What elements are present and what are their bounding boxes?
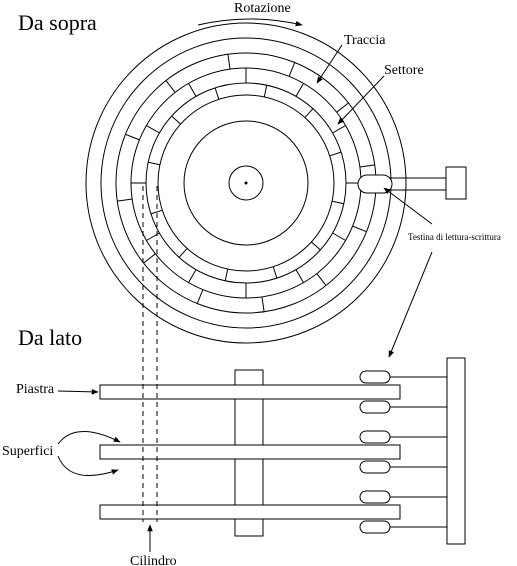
sector-tick xyxy=(171,115,181,125)
spindle-hub xyxy=(228,165,264,201)
sector-tick xyxy=(311,241,321,251)
side-view xyxy=(57,186,466,552)
sector-tick xyxy=(332,125,346,134)
read-write-head-side xyxy=(359,460,391,474)
actuator-post xyxy=(446,357,466,545)
track-ring-6 xyxy=(157,94,335,272)
sector-pointer xyxy=(337,75,385,125)
sector-tick xyxy=(336,102,349,113)
label-track: Traccia xyxy=(344,33,386,48)
platter-pointer xyxy=(57,389,99,395)
sector-tick xyxy=(188,83,197,97)
sector-tick xyxy=(165,80,176,93)
head-arms-side xyxy=(359,370,447,534)
sector-tick xyxy=(288,62,296,77)
label-cylinder: Cilindro xyxy=(130,554,177,566)
arm-pivot-top xyxy=(445,166,467,200)
read-write-head-side xyxy=(359,490,391,504)
sector-tick xyxy=(227,54,231,70)
label-sector: Settore xyxy=(384,63,424,78)
sector-tick xyxy=(316,273,327,286)
read-write-head-side xyxy=(359,430,391,444)
surface-arrow-lower xyxy=(57,455,119,477)
heading-top-view: Da sopra xyxy=(18,10,97,35)
label-platter: Piastra xyxy=(16,382,55,397)
sector-tick xyxy=(261,296,265,312)
track-pointer xyxy=(316,44,343,84)
sector-tick xyxy=(263,85,268,98)
label-head: Testina di lettura-scrittura xyxy=(408,232,501,242)
sector-tick xyxy=(332,232,346,241)
surface-arrow-upper xyxy=(57,431,121,445)
sector-tick xyxy=(196,289,204,304)
sector-tick xyxy=(224,268,229,281)
sector-tick xyxy=(329,151,342,157)
sector-tick xyxy=(188,269,197,283)
sector-tick xyxy=(295,269,304,283)
read-write-head-side xyxy=(359,370,391,384)
track-ring-1 xyxy=(85,22,407,344)
spindle-center xyxy=(244,181,248,185)
sector-tick xyxy=(143,253,156,264)
sector-tick xyxy=(178,248,188,258)
sector-tick xyxy=(148,161,161,166)
sector-tick xyxy=(352,225,367,233)
inner-ring xyxy=(183,120,309,246)
sector-tick xyxy=(304,108,314,118)
sector-tick xyxy=(272,266,278,279)
label-rotation: Rotazione xyxy=(234,1,291,16)
label-surfaces: Superfici xyxy=(2,444,53,459)
sector-tick xyxy=(214,87,220,100)
sector-tick xyxy=(295,83,304,97)
head-pointer-top xyxy=(383,187,433,225)
sector-tick xyxy=(117,198,133,202)
sector-tick xyxy=(150,209,163,215)
sector-tick xyxy=(359,164,375,168)
rotation-arrow xyxy=(197,18,303,27)
heading-side-view: Da lato xyxy=(18,325,82,350)
sector-tick xyxy=(125,133,140,141)
top-view xyxy=(85,18,467,344)
head-pointer-side xyxy=(388,251,433,358)
platter-1 xyxy=(99,384,401,400)
platter-3 xyxy=(99,504,401,520)
read-write-head-side xyxy=(359,520,391,534)
sector-tick xyxy=(331,200,344,205)
platter-2 xyxy=(99,444,401,460)
read-write-head-side xyxy=(359,400,391,414)
sector-tick xyxy=(146,125,160,134)
